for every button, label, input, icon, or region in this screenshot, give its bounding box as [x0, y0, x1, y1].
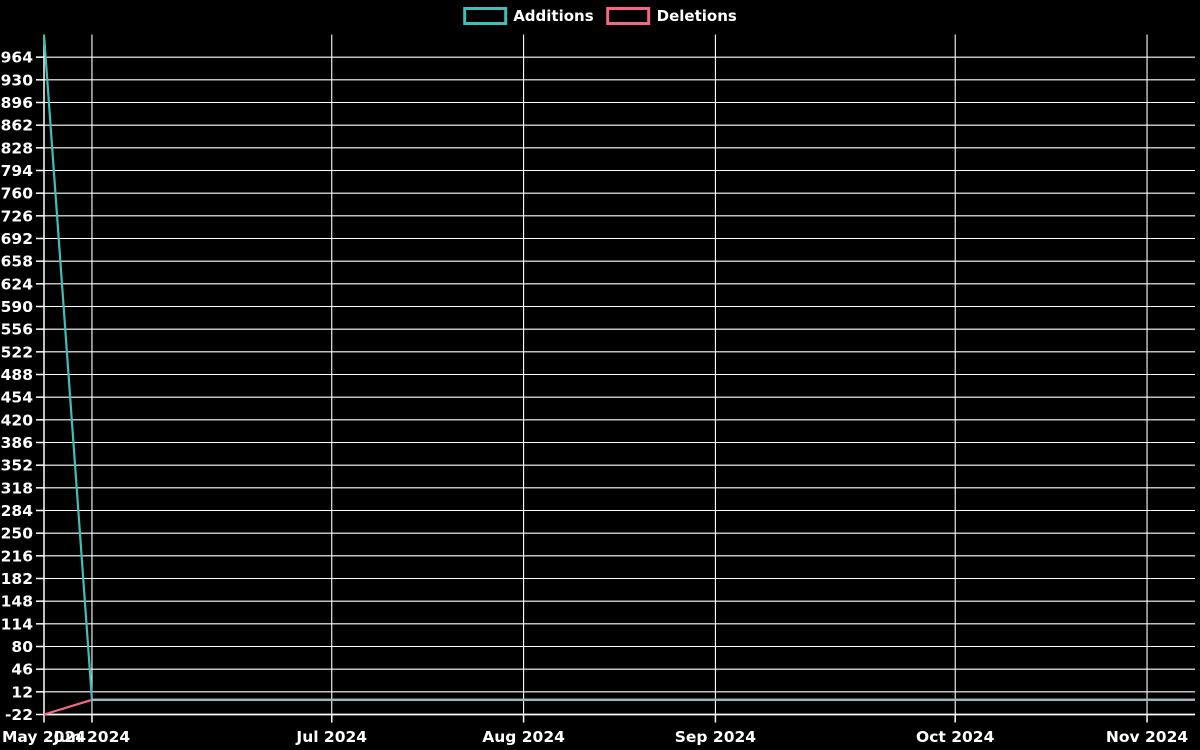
- y-tick-label: 896: [1, 94, 33, 112]
- y-tick-label: 726: [1, 207, 33, 225]
- y-tick-label: 284: [1, 502, 34, 520]
- y-tick-label: 556: [1, 321, 33, 339]
- legend-item-deletions: Deletions: [606, 7, 737, 25]
- y-tick-label: -22: [5, 706, 33, 724]
- x-tick-label: Aug 2024: [482, 728, 565, 746]
- y-tick-label: 114: [1, 615, 34, 633]
- y-tick-label: 658: [1, 253, 33, 271]
- y-tick-label: 624: [1, 275, 34, 293]
- y-tick-label: 522: [1, 343, 33, 361]
- x-tick-label: Jul 2024: [295, 728, 367, 746]
- y-tick-label: 760: [1, 185, 34, 203]
- y-tick-label: 352: [1, 457, 33, 475]
- legend-item-additions: Additions: [463, 7, 594, 25]
- y-tick-label: 828: [1, 139, 33, 157]
- y-tick-label: 692: [1, 230, 33, 248]
- y-tick-label: 794: [1, 162, 34, 180]
- y-tick-label: 12: [11, 683, 33, 701]
- y-tick-label: 590: [1, 298, 34, 316]
- y-tick-label: 964: [1, 49, 34, 67]
- x-tick-label: Oct 2024: [916, 728, 995, 746]
- deletions-label: Deletions: [656, 7, 737, 25]
- additions-line: [42, 34, 1195, 701]
- y-tick-label: 80: [11, 638, 33, 656]
- y-tick-label: 216: [1, 547, 33, 565]
- y-tick-label: 182: [1, 570, 33, 588]
- y-tick-label: 148: [1, 593, 33, 611]
- y-tick-label: 318: [1, 479, 33, 497]
- y-tick-label: 454: [1, 389, 34, 407]
- y-tick-label: 386: [1, 434, 33, 452]
- additions-swatch-icon: [463, 7, 508, 25]
- y-tick-label: 862: [1, 117, 33, 135]
- additions-label: Additions: [513, 7, 594, 25]
- y-tick-label: 488: [1, 366, 33, 384]
- y-tick-label: 930: [1, 71, 34, 89]
- x-tick-label: May 2024: [2, 728, 86, 746]
- chart-legend: Additions Deletions: [463, 7, 737, 25]
- deletions-swatch-icon: [606, 7, 651, 25]
- x-tick-label: Jun 2024: [53, 728, 131, 746]
- y-tick-label: 46: [11, 661, 33, 679]
- deletions-line: [43, 698, 1195, 716]
- y-tick-label: 420: [1, 411, 34, 429]
- y-tick-label: 250: [1, 525, 34, 543]
- x-tick-label: Sep 2024: [675, 728, 757, 746]
- x-tick-label: Nov 2024: [1106, 728, 1188, 746]
